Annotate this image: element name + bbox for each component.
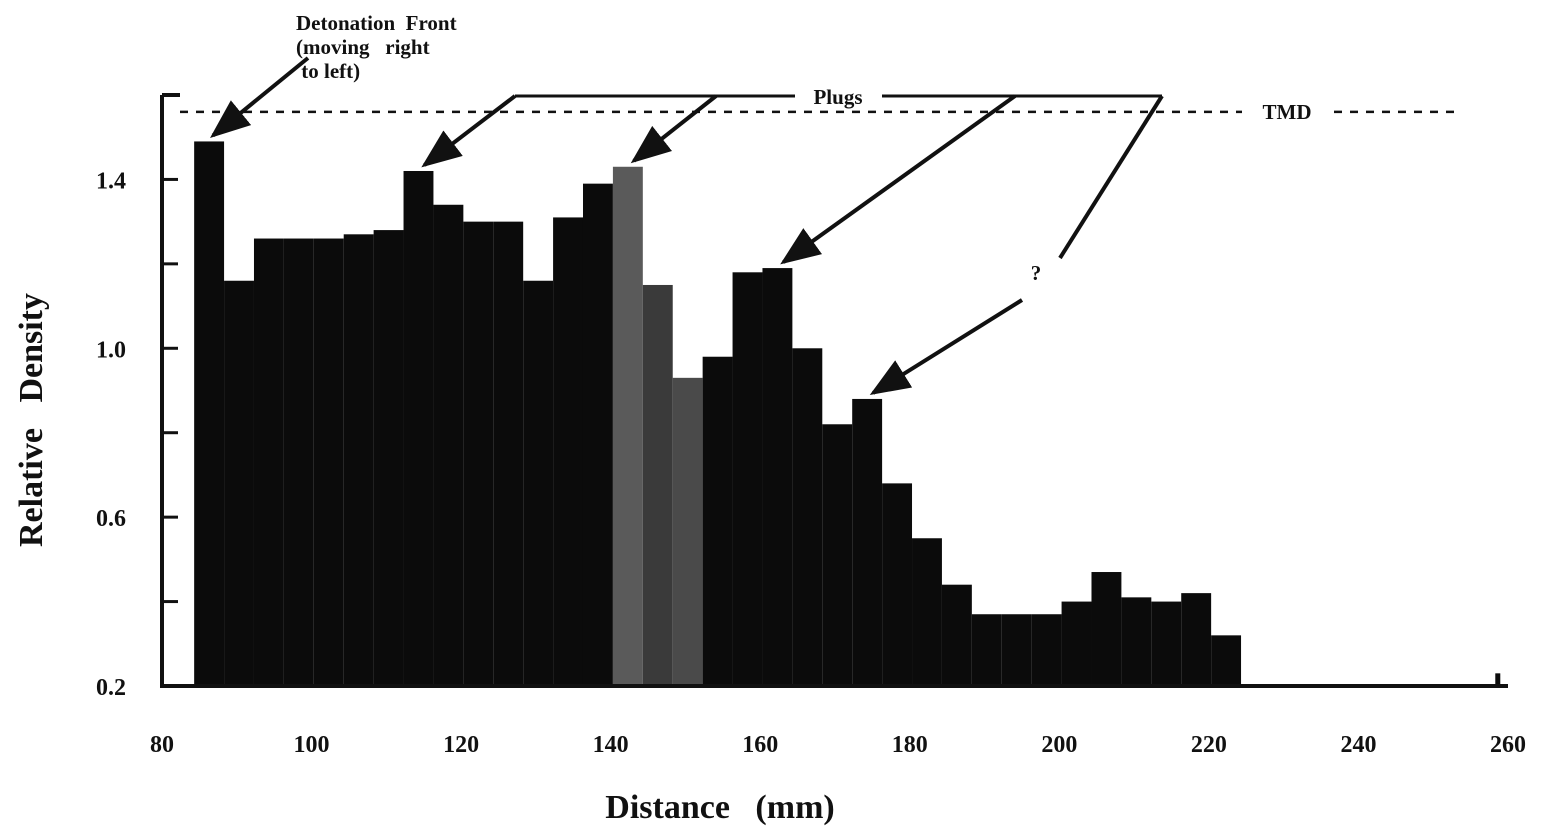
- bar-29: [1061, 601, 1092, 686]
- y-tick-label: 1.0: [96, 337, 126, 363]
- x-tick-label: 120: [443, 732, 479, 758]
- detonation-front-arrow: [210, 56, 310, 138]
- x-tick-label: 80: [150, 732, 174, 758]
- bar-13: [582, 183, 613, 686]
- bar-26: [971, 614, 1002, 686]
- bar-stub: [1495, 673, 1501, 686]
- bar-31: [1121, 597, 1152, 686]
- question-label: ?: [1031, 261, 1042, 285]
- bar-8: [433, 204, 464, 686]
- bar-27: [1001, 614, 1032, 686]
- y-tick-label: 0.6: [96, 506, 126, 532]
- x-tick-label: 160: [742, 732, 778, 758]
- bar-3: [283, 238, 314, 686]
- bar-14: [612, 166, 643, 686]
- bar-22: [852, 398, 883, 686]
- axes-layer: 0.2 0.6 1.0 1.4 80 100 120 140 160 180 200 220 240 26…: [96, 93, 1526, 758]
- bar-12: [553, 217, 583, 686]
- bar-21: [822, 424, 853, 686]
- bar-6: [373, 230, 404, 687]
- x-tick-label: 220: [1191, 732, 1227, 758]
- bar-25: [941, 584, 972, 686]
- bar-19: [762, 268, 793, 686]
- bar-28: [1031, 614, 1062, 686]
- bar-32: [1151, 601, 1182, 686]
- detonation-front-label: to left): [296, 59, 360, 83]
- bar-33: [1181, 593, 1212, 686]
- x-tick-label: 180: [892, 732, 928, 758]
- bar-34: [1211, 635, 1242, 686]
- x-tick-label: 240: [1340, 732, 1376, 758]
- detonation-front-label: Detonation Front: [296, 11, 457, 35]
- x-tick-label: 260: [1490, 732, 1526, 758]
- y-tick-label: 1.4: [96, 168, 126, 194]
- bar-17: [702, 356, 733, 686]
- x-tick-label: 100: [294, 732, 330, 758]
- plugs-arrow-2: [780, 94, 1017, 265]
- bar-1: [224, 280, 254, 686]
- bars-layer: [194, 141, 1501, 687]
- y-tick-label: 0.2: [96, 675, 126, 701]
- detonation-front-label: (moving right: [296, 35, 430, 59]
- y-axis-title: Relative Density: [13, 293, 50, 547]
- bar-7: [403, 170, 434, 686]
- x-axis-title: Distance (mm): [605, 789, 834, 826]
- bar-2: [253, 238, 284, 686]
- x-tick-label: 200: [1041, 732, 1077, 758]
- plugs-label: Plugs: [813, 85, 862, 109]
- bar-0: [194, 141, 225, 686]
- question-arrow: [869, 298, 1024, 396]
- bar-5: [343, 234, 374, 687]
- question-line-upper: [1058, 94, 1164, 260]
- bar-16: [672, 377, 703, 686]
- bar-24: [912, 538, 942, 686]
- bar-18: [732, 272, 763, 686]
- bar-20: [792, 348, 823, 686]
- x-tick-label: 140: [593, 732, 629, 758]
- bar-15: [642, 284, 673, 686]
- annotations-layer: Detonation Front(moving right to left) Pl…: [210, 11, 1164, 396]
- plugs-arrow-1: [630, 94, 718, 164]
- plugs-arrow-0: [421, 94, 517, 168]
- bar-23: [882, 483, 913, 686]
- bar-4: [313, 238, 344, 686]
- bar-30: [1091, 572, 1122, 686]
- bar-9: [463, 221, 494, 686]
- bar-11: [523, 280, 554, 686]
- tmd-label: TMD: [1263, 100, 1312, 124]
- bar-10: [493, 221, 524, 686]
